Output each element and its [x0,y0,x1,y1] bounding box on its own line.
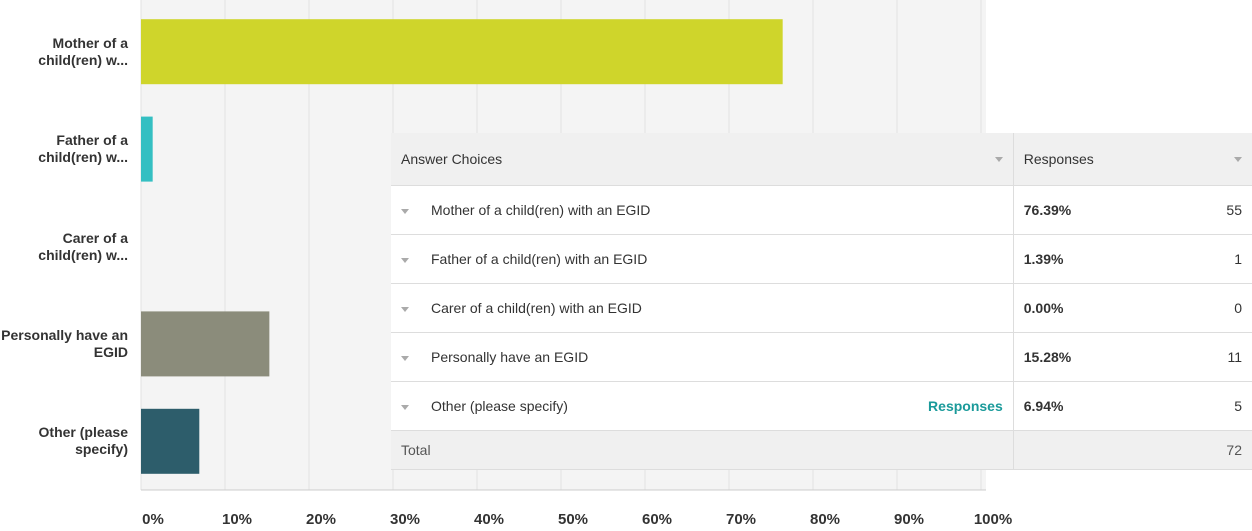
row: Mother of a child(ren) with an EGID 76.39… [391,185,1252,235]
count: 5 [1169,381,1252,431]
choice: Mother of a child(ren) with an EGID [431,202,651,218]
x-tick-label: 20% [306,511,336,528]
bar [141,19,783,85]
count: 11 [1169,332,1252,382]
responses-link[interactable]: Responses [928,398,1003,414]
sort-arrow[interactable] [994,157,1003,162]
header-cell[interactable]: Responses [1013,133,1252,186]
choice: Father of a child(ren) with an EGID [431,251,648,267]
x-tick-label: 30% [390,511,420,528]
percent: 1.39% [1013,234,1170,284]
sort-arrow[interactable] [1234,157,1242,162]
header: Responses [1023,151,1094,167]
x-tick-label: 0% [142,511,164,528]
total-row: Total 72 [391,430,1252,470]
percent: 76.39% [1013,185,1170,235]
x-tick-label: 90% [894,511,924,528]
x-tick-label: 40% [474,511,504,528]
header-row: Answer Choices Responses [391,133,1252,186]
y-tick-label: Father of a child(ren) w... [38,132,128,166]
row: Carer of a child(ren) with an EGID 0.00% 0 [391,283,1252,333]
responses-table: Answer Choices Responses Mother of a chi… [391,133,1252,470]
choice-cell: Personally have an EGID [391,332,1014,382]
row: Father of a child(ren) with an EGID 1.39%… [391,234,1252,284]
expand-arrow[interactable] [401,306,409,312]
row: Personally have an EGID 15.28% 11 [391,332,1252,382]
expand-arrow[interactable] [401,257,409,263]
choice-cell: Carer of a child(ren) with an EGID [391,283,1014,333]
y-tick-label: Carer of a child(ren) w... [38,229,128,263]
total-label: Total [391,430,1014,470]
expand-arrow[interactable] [401,404,409,410]
choice-cell: Mother of a child(ren) with an EGID [391,185,1014,235]
x-tick-label: 70% [726,511,756,528]
choice: Carer of a child(ren) with an EGID [431,300,642,316]
header: Answer Choices [401,151,503,167]
choice: Other (please specify) [431,398,568,414]
bar [141,408,200,474]
y-tick-label: Other (please specify) [38,424,128,458]
count: 0 [1169,283,1252,333]
expand-arrow[interactable] [401,355,409,361]
choice: Personally have an EGID [431,349,589,365]
count: 55 [1169,185,1252,235]
expand-arrow[interactable] [401,208,409,214]
total-count: 72 [1169,430,1252,470]
percent: 6.94% [1013,381,1170,431]
x-tick-label: 10% [222,511,252,528]
x-tick-label: 80% [810,511,840,528]
choice-cell: Father of a child(ren) with an EGID [391,234,1014,284]
x-tick-label: 50% [558,511,588,528]
choice-cell: Other (please specify) Responses [391,381,1014,431]
percent: 15.28% [1013,332,1170,382]
bar [141,116,153,182]
count: 1 [1169,234,1252,284]
row: Other (please specify) Responses 6.94% 5 [391,381,1252,431]
y-tick-label: Mother of a child(ren) w... [38,34,128,68]
y-tick-label: Personally have an EGID [1,326,128,360]
percent: 0.00% [1013,283,1170,333]
x-tick-label: 60% [642,511,672,528]
bar [141,311,270,377]
x-tick-label: 100% [974,511,1012,528]
header-cell[interactable]: Answer Choices [391,133,1014,186]
